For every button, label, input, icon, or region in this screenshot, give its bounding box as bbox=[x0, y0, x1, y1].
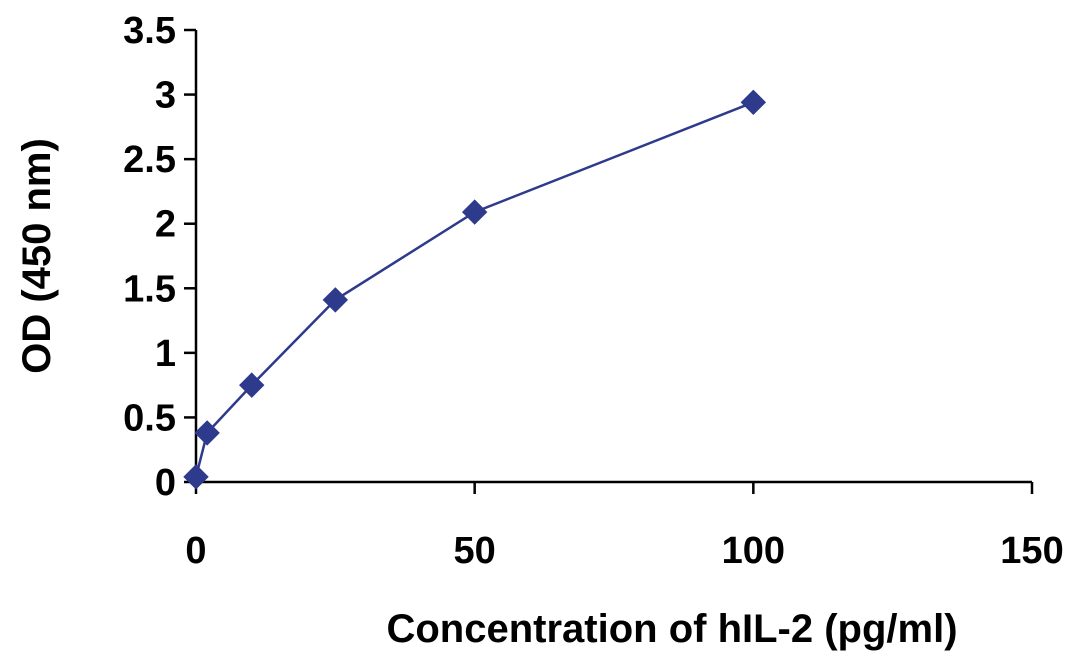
y-axis-title: OD (450 nm) bbox=[15, 138, 59, 374]
data-point-diamond bbox=[194, 420, 220, 446]
series bbox=[183, 89, 767, 490]
data-point-diamond bbox=[322, 287, 349, 313]
data-point-diamond bbox=[183, 464, 209, 490]
data-point-diamond bbox=[461, 199, 488, 225]
x-tick-label: 0 bbox=[185, 530, 206, 572]
x-axis-title: Concentration of hIL-2 (pg/ml) bbox=[386, 607, 957, 651]
y-tick-label: 0.5 bbox=[123, 397, 176, 439]
data-point-diamond bbox=[740, 89, 767, 116]
data-point-diamond bbox=[239, 372, 265, 398]
tick-labels: 0 0.5 1 1.5 2 2.5 3 3.5 0 50 100 150 bbox=[123, 10, 1064, 572]
series-line bbox=[194, 101, 754, 478]
y-tick-label: 3.5 bbox=[123, 10, 176, 52]
x-tick-label: 100 bbox=[722, 530, 785, 572]
x-tick-label: 50 bbox=[454, 530, 496, 572]
y-tick-label: 1 bbox=[155, 333, 176, 375]
axes bbox=[194, 30, 1032, 484]
x-tick-label: 150 bbox=[1000, 530, 1063, 572]
y-tick-label: 2 bbox=[155, 204, 176, 246]
y-tick-label: 3 bbox=[155, 75, 176, 117]
tick-marks bbox=[184, 28, 1034, 494]
y-tick-label: 2.5 bbox=[123, 139, 176, 181]
y-tick-label: 0 bbox=[155, 462, 176, 504]
y-tick-label: 1.5 bbox=[123, 268, 176, 310]
